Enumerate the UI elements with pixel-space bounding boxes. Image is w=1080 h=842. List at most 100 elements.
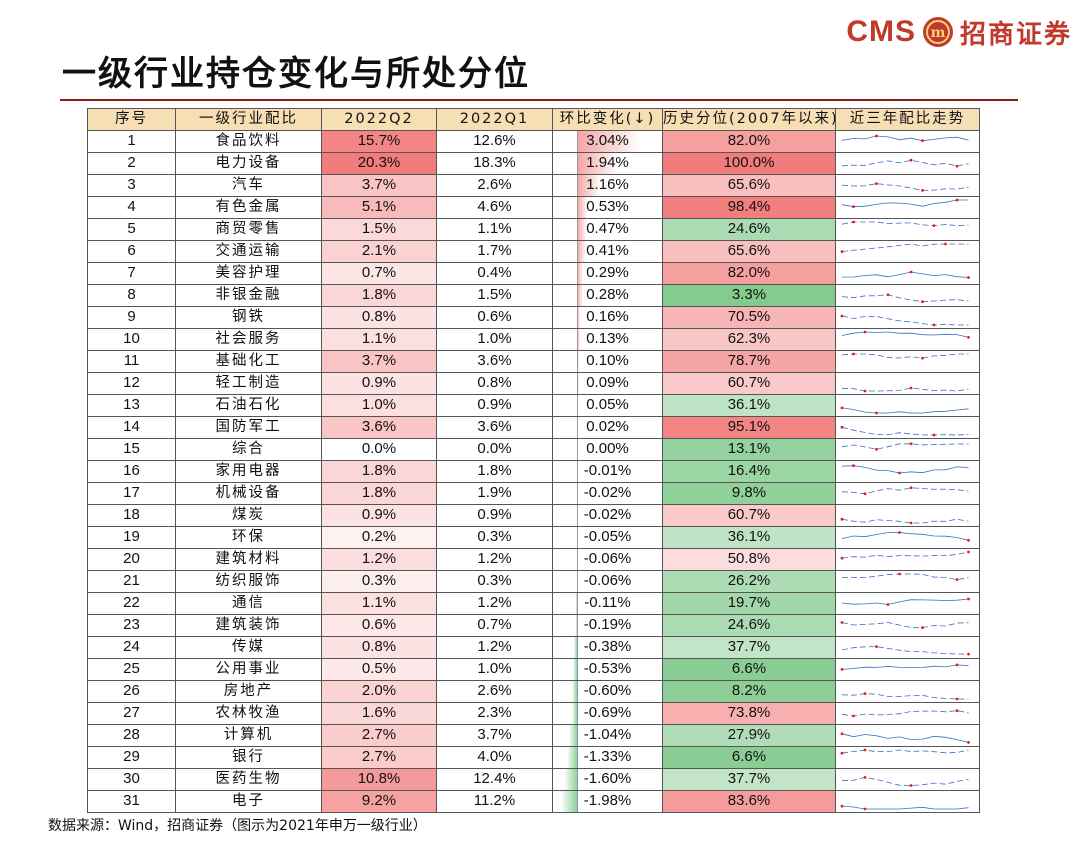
row-change: -0.38%	[552, 635, 663, 659]
row-industry: 食品饮料	[175, 129, 322, 153]
row-2022q1: 0.4%	[436, 261, 553, 285]
change-bar	[576, 593, 577, 614]
sparkline-path	[841, 199, 969, 207]
trend-sparkline	[842, 572, 969, 581]
row-2022q2: 0.9%	[321, 371, 437, 395]
row-trend	[835, 415, 980, 439]
change-bar	[576, 175, 602, 196]
row-2022q1: 1.2%	[436, 591, 553, 615]
row-2022q2: 1.0%	[321, 393, 437, 417]
sparkline-path	[841, 598, 969, 605]
change-axis	[576, 549, 578, 570]
row-2022q2: 0.8%	[321, 635, 437, 659]
change-bar	[576, 153, 618, 174]
row-industry: 建筑材料	[175, 547, 322, 571]
row-percentile: 19.7%	[662, 591, 836, 615]
change-axis	[576, 197, 578, 218]
row-2022q1: 2.6%	[436, 173, 553, 197]
sparkline-path	[841, 709, 969, 717]
change-bar	[571, 703, 577, 724]
sparkline-low-marker	[967, 275, 970, 279]
sparkline-low-marker	[955, 164, 959, 168]
row-percentile: 100.0%	[662, 151, 836, 175]
page-title: 一级行业持仓变化与所处分位	[62, 54, 530, 94]
row-index: 25	[87, 657, 176, 681]
row-change: -1.33%	[552, 745, 663, 769]
row-industry: 环保	[175, 525, 322, 549]
change-bar	[574, 637, 577, 658]
logo-mark-icon: m	[922, 17, 953, 47]
change-value: -0.53%	[583, 660, 632, 678]
table-row: 5 商贸零售 1.5% 1.1% 0.47% 24.6%	[87, 217, 980, 241]
change-bar	[576, 263, 584, 284]
sparkline-path	[841, 443, 969, 450]
row-trend	[835, 481, 980, 505]
sparkline-path	[841, 551, 969, 559]
row-2022q1: 0.8%	[436, 371, 553, 395]
change-bar	[561, 791, 577, 812]
row-2022q2: 0.7%	[321, 261, 437, 285]
change-value: -0.05%	[583, 528, 632, 546]
change-axis	[576, 131, 578, 152]
trend-sparkline	[841, 158, 969, 168]
trend-sparkline	[841, 386, 969, 393]
row-2022q2: 1.1%	[321, 591, 437, 615]
table-row: 3 汽车 3.7% 2.6% 1.16% 65.6%	[87, 173, 980, 197]
row-trend	[835, 635, 980, 659]
change-bar	[576, 241, 586, 262]
sparkline-low-marker	[967, 740, 970, 744]
table-row: 20 建筑材料 1.2% 1.2% -0.06% 50.8%	[87, 547, 980, 571]
header-percentile: 历史分位(2007年以来)	[662, 108, 836, 131]
row-index: 12	[87, 371, 176, 395]
row-change: 0.47%	[552, 217, 663, 241]
change-axis	[576, 637, 578, 658]
row-2022q1: 1.2%	[436, 635, 553, 659]
row-percentile: 36.1%	[662, 525, 836, 549]
change-bar	[566, 747, 577, 768]
row-trend	[835, 327, 980, 351]
row-industry: 煤炭	[175, 503, 322, 527]
row-industry: 美容护理	[175, 261, 322, 285]
row-2022q1: 1.8%	[436, 459, 553, 483]
title-divider	[60, 99, 1018, 101]
change-axis	[576, 241, 578, 262]
row-2022q1: 3.6%	[436, 349, 553, 373]
sparkline-high-marker	[898, 572, 901, 576]
row-percentile: 24.6%	[662, 613, 836, 637]
row-index: 23	[87, 613, 176, 637]
sparkline-low-marker	[932, 433, 936, 437]
sparkline-path	[841, 353, 969, 359]
row-index: 4	[87, 195, 176, 219]
trend-sparkline	[841, 775, 969, 787]
trend-sparkline	[841, 352, 969, 360]
row-2022q1: 1.2%	[436, 547, 553, 571]
table-row: 17 机械设备 1.8% 1.9% -0.02% 9.8%	[87, 481, 980, 505]
sparkline-low-marker	[840, 249, 844, 253]
sparkline-path	[841, 692, 969, 700]
sparkline-low-marker	[932, 323, 936, 327]
table-row: 23 建筑装饰 0.6% 0.7% -0.19% 24.6%	[87, 613, 980, 637]
row-2022q1: 2.6%	[436, 679, 553, 703]
sparkline-low-marker	[921, 188, 924, 192]
row-industry: 公用事业	[175, 657, 322, 681]
change-axis	[576, 615, 578, 636]
row-2022q2: 0.0%	[321, 437, 437, 461]
row-industry: 钢铁	[175, 305, 322, 329]
change-axis	[576, 153, 578, 174]
sparkline-low-marker	[863, 389, 867, 393]
table-row: 28 计算机 2.7% 3.7% -1.04% 27.9%	[87, 723, 980, 747]
row-index: 3	[87, 173, 176, 197]
row-index: 20	[87, 547, 176, 571]
change-value: 3.04%	[586, 132, 629, 150]
row-change: 0.00%	[552, 437, 663, 461]
row-percentile: 62.3%	[662, 327, 836, 351]
row-percentile: 73.8%	[662, 701, 836, 725]
row-2022q1: 3.6%	[436, 415, 553, 439]
trend-sparkline	[841, 198, 969, 208]
row-industry: 计算机	[175, 723, 322, 747]
row-percentile: 8.2%	[662, 679, 836, 703]
row-industry: 通信	[175, 591, 322, 615]
table-row: 13 石油石化 1.0% 0.9% 0.05% 36.1%	[87, 393, 980, 417]
sparkline-path	[841, 243, 969, 252]
sparkline-high-marker	[852, 220, 855, 224]
